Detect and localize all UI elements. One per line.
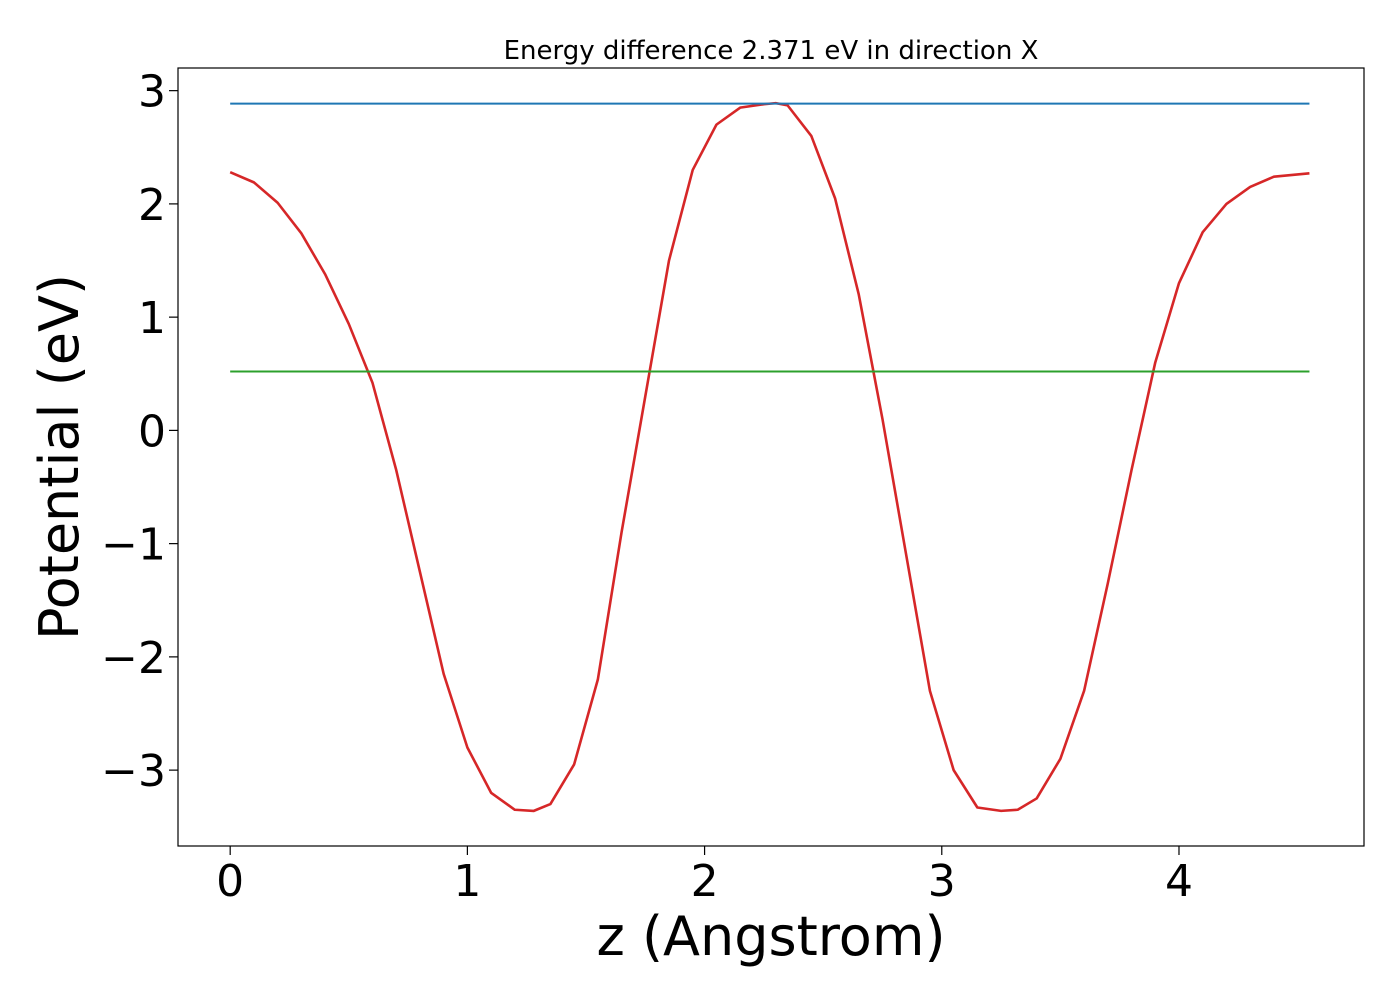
x-axis-ticks: 0 1 2 3 4	[216, 846, 1193, 907]
y-tick-label: 0	[138, 406, 166, 457]
y-tick-label: −2	[101, 633, 166, 684]
x-tick-label: 1	[453, 856, 481, 907]
series-layer	[229, 101, 1310, 813]
x-tick-label: 4	[1165, 856, 1193, 907]
x-tick-label: 2	[691, 856, 719, 907]
x-axis-label: z (Angstrom)	[596, 905, 945, 968]
y-tick-label: 3	[138, 67, 166, 118]
plot-frame	[177, 67, 1365, 847]
y-tick-label: −3	[101, 746, 166, 797]
y-tick-label: −1	[101, 520, 166, 571]
y-axis-ticks: −3 −2 −1 0 1 2 3	[101, 67, 178, 797]
x-tick-label: 3	[928, 856, 956, 907]
y-tick-label: 1	[138, 293, 166, 344]
y-tick-label: 2	[138, 180, 166, 231]
x-tick-label: 0	[216, 856, 244, 907]
y-axis-label: Potential (eV)	[28, 274, 91, 640]
chart-title: Energy difference 2.371 eV in direction …	[504, 36, 1039, 66]
